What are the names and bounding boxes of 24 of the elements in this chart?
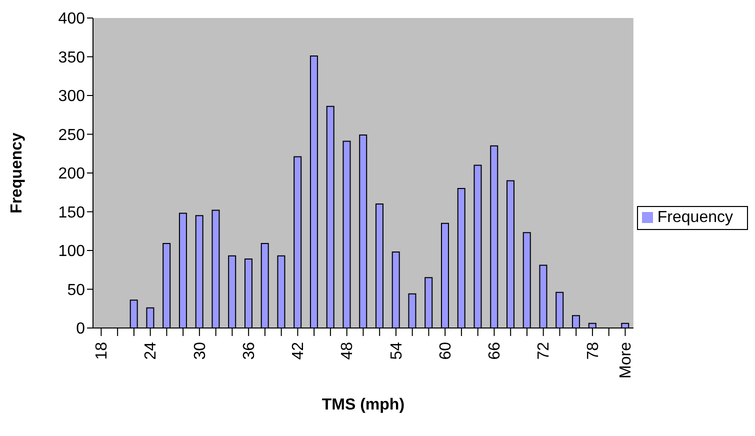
- y-tick-label: 100: [58, 243, 86, 260]
- y-tick-label: 150: [58, 204, 86, 222]
- legend-label: Frequency: [657, 209, 733, 226]
- x-tick-label: 72: [536, 342, 553, 360]
- y-tick-label: 350: [58, 49, 86, 66]
- x-axis-title: TMS (mph): [322, 396, 405, 414]
- x-tick-label: 18: [94, 342, 111, 360]
- y-tick-label: 50: [67, 282, 86, 299]
- x-tick-label: 66: [486, 342, 504, 360]
- x-tick-label: 48: [339, 342, 356, 360]
- y-tick-label: 250: [58, 126, 86, 144]
- x-tick-label: 54: [388, 342, 406, 360]
- y-tick-label: 400: [58, 10, 86, 28]
- y-tick-label: 0: [76, 320, 86, 338]
- x-tick-label: 36: [240, 342, 258, 360]
- x-tick-label: 30: [192, 342, 209, 360]
- y-tick-label: 300: [58, 88, 86, 106]
- x-tick-label: 60: [437, 342, 454, 360]
- y-tick-label: 200: [58, 166, 86, 183]
- y-axis-title: Frequency: [8, 132, 26, 214]
- x-tick-label: 24: [142, 342, 160, 360]
- x-tick-label: 42: [290, 342, 308, 360]
- x-tick-label: 78: [584, 342, 602, 360]
- x-tick-label: More: [618, 342, 635, 378]
